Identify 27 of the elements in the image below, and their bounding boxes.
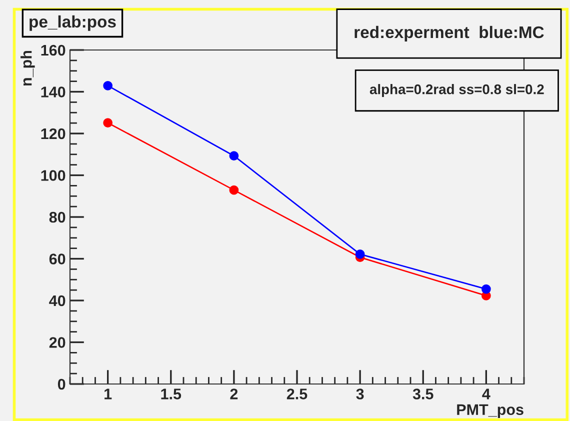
text: red:experment blue:MC — [354, 26, 544, 42]
x-tick-label: 2 — [230, 388, 238, 400]
y-tick-label: 20 — [49, 337, 66, 348]
point — [103, 81, 113, 90]
x-tick-label: 2.5 — [286, 388, 308, 400]
x-tick-label: 3.5 — [412, 388, 434, 400]
y-tick-label: 160 — [41, 44, 66, 56]
y-axis-title: n_ph — [20, 50, 35, 86]
chart-title: pe_lab:pos — [30, 15, 116, 31]
point — [355, 249, 365, 259]
y-tick-label: 100 — [41, 170, 66, 181]
y-tick-label: 80 — [49, 212, 66, 223]
x-tick-label: 1 — [104, 388, 112, 400]
y-tick-label: 140 — [41, 86, 66, 98]
x-tick-label: 3 — [356, 388, 364, 400]
x-axis-title: PMT_pos — [457, 404, 524, 418]
y-tick-label: 60 — [49, 254, 66, 264]
y-tick-label: 0 — [58, 378, 66, 390]
y-tick-label: 120 — [41, 128, 66, 140]
y-tick-label: 40 — [49, 295, 66, 306]
x-tick-label: 4 — [482, 388, 490, 400]
point — [229, 151, 239, 161]
point — [103, 118, 113, 128]
point — [229, 185, 239, 195]
x-tick-label: 1.5 — [161, 388, 182, 400]
point — [481, 284, 491, 294]
annotation: alpha=0.2rad ss=0.8 sl=0.2 — [370, 84, 544, 97]
